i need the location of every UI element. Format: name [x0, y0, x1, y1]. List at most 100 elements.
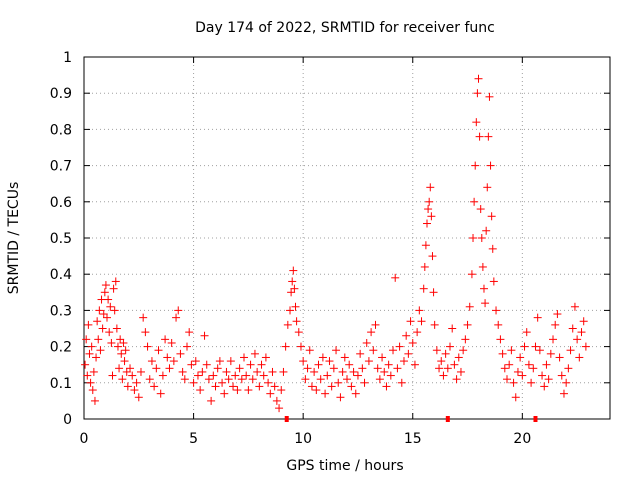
data-point	[476, 205, 485, 214]
data-point	[163, 353, 172, 362]
data-point	[432, 346, 441, 355]
data-point	[103, 313, 112, 322]
data-point	[463, 320, 472, 329]
zero-marker	[284, 416, 289, 422]
data-point	[524, 360, 533, 369]
data-point	[551, 320, 560, 329]
data-point	[93, 317, 102, 326]
data-point	[494, 320, 503, 329]
data-point	[415, 306, 424, 315]
data-point	[283, 320, 292, 329]
data-point	[478, 262, 487, 271]
data-point	[351, 389, 360, 398]
data-point	[435, 364, 444, 373]
data-point	[533, 313, 542, 322]
data-point	[96, 346, 105, 355]
data-point	[132, 378, 141, 387]
y-tick-labels: 0 0.1 0.2 0.3 0.4 0.5 0.6 0.7 0.8 0.9 1	[50, 50, 72, 428]
data-point	[573, 335, 582, 344]
y-tick-label: 0.6	[50, 195, 72, 211]
data-point	[98, 324, 107, 333]
data-point	[477, 234, 486, 242]
data-point	[332, 346, 341, 355]
data-point	[321, 389, 330, 398]
plot-frame	[83, 56, 611, 420]
data-point	[291, 302, 300, 311]
data-point	[193, 371, 202, 380]
data-point	[469, 234, 478, 242]
data-point	[275, 404, 284, 413]
data-point	[117, 349, 126, 358]
data-point	[200, 331, 209, 340]
data-point	[88, 386, 97, 395]
data-point	[143, 342, 152, 351]
data-point	[424, 205, 433, 214]
data-point	[314, 360, 323, 369]
data-point	[165, 364, 174, 373]
data-point	[307, 382, 316, 391]
data-point	[220, 389, 229, 398]
data-point	[336, 393, 345, 402]
data-point	[479, 284, 488, 293]
data-point	[104, 295, 113, 304]
data-point	[498, 349, 507, 358]
y-tick-label: 0.4	[50, 267, 72, 283]
data-point	[529, 364, 538, 373]
data-point	[264, 378, 273, 387]
data-point	[100, 288, 109, 297]
data-point	[84, 320, 93, 329]
data-point	[489, 277, 498, 286]
data-point	[446, 342, 455, 351]
data-point	[465, 302, 474, 311]
data-point	[369, 346, 378, 355]
data-point	[454, 353, 463, 362]
data-point	[323, 371, 332, 380]
data-point	[222, 367, 231, 376]
data-point	[261, 353, 270, 362]
data-points	[81, 74, 590, 422]
data-point	[150, 382, 159, 391]
y-tick-label: 0.9	[50, 86, 72, 102]
data-point	[470, 197, 479, 206]
data-point	[487, 212, 496, 221]
data-point	[289, 266, 298, 275]
data-point	[500, 364, 509, 373]
data-point	[191, 357, 200, 366]
data-point	[557, 371, 566, 380]
data-point	[420, 262, 429, 271]
data-point	[198, 367, 207, 376]
data-point	[87, 342, 96, 351]
data-point	[511, 393, 520, 402]
data-point	[373, 364, 382, 373]
data-point	[290, 284, 299, 293]
data-point	[122, 367, 131, 376]
data-point	[391, 273, 400, 282]
data-point	[209, 371, 218, 380]
data-point	[527, 378, 536, 387]
zero-marker	[533, 416, 538, 422]
data-point	[281, 342, 290, 351]
data-point	[564, 364, 573, 373]
data-point	[520, 342, 529, 351]
data-point	[362, 338, 371, 347]
data-point	[522, 328, 531, 337]
data-point	[384, 360, 393, 369]
data-point	[109, 284, 118, 293]
data-point	[570, 302, 579, 311]
data-point	[147, 357, 156, 366]
data-point	[180, 375, 189, 384]
data-point	[353, 371, 362, 380]
data-point	[456, 367, 465, 376]
x-tick-labels: 0 5 10 15 20	[80, 431, 532, 447]
data-point	[329, 364, 338, 373]
y-tick-label: 1	[63, 50, 72, 66]
data-point	[568, 324, 577, 333]
data-point	[340, 353, 349, 362]
data-point	[531, 342, 540, 351]
data-point	[229, 382, 238, 391]
data-point	[310, 367, 319, 376]
data-point	[301, 375, 310, 384]
data-point	[406, 317, 415, 326]
data-point	[81, 360, 90, 369]
x-tick-label: 10	[294, 431, 312, 447]
